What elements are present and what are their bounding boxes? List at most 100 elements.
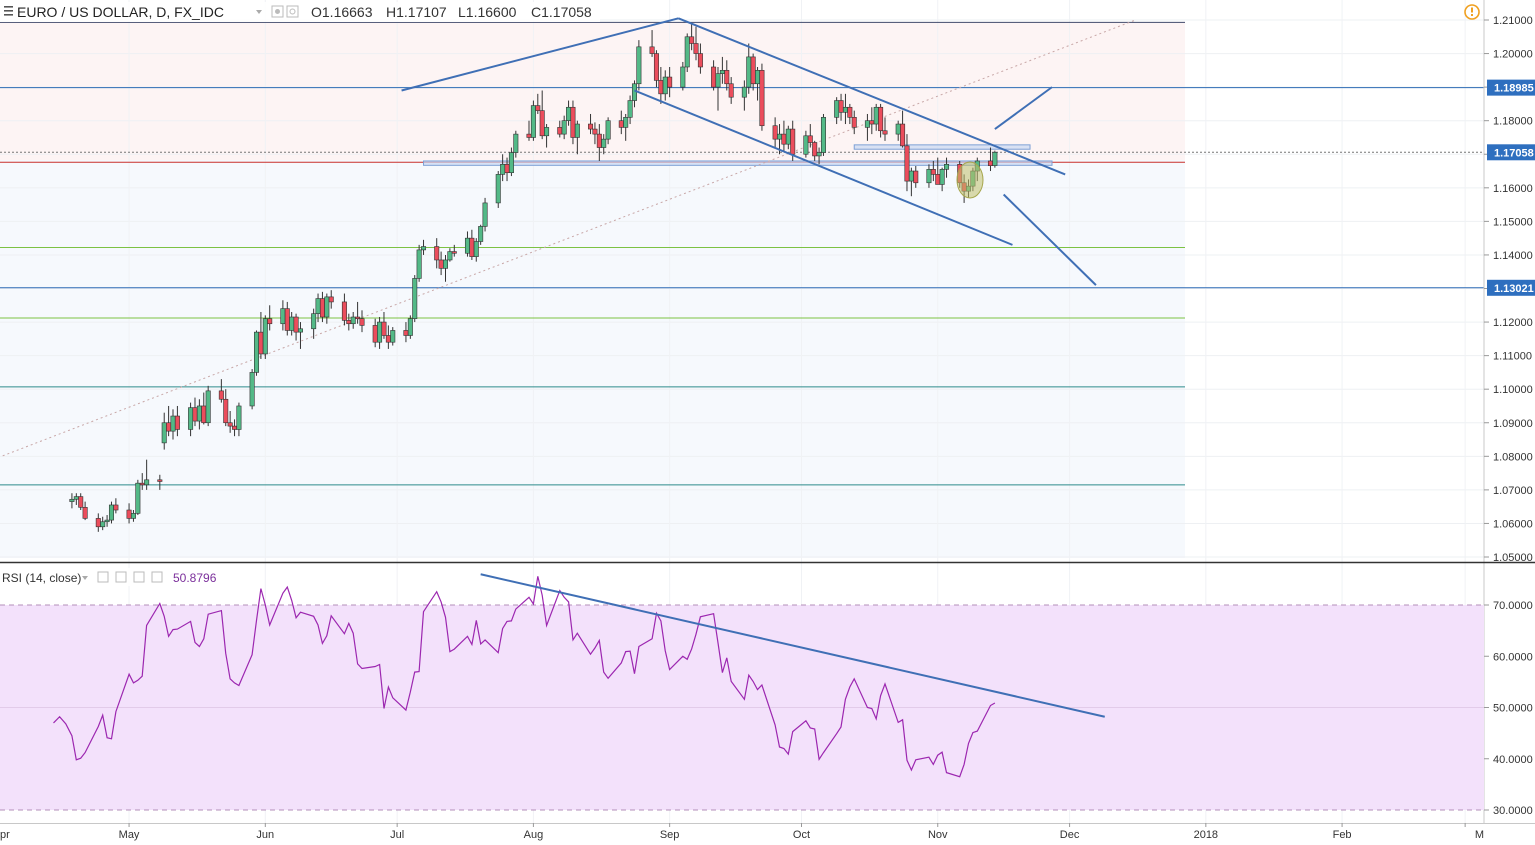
candle-body <box>232 425 238 430</box>
candle-body <box>350 316 356 325</box>
candle-body <box>161 422 167 444</box>
candle-body <box>319 298 325 318</box>
candle-body <box>280 308 286 325</box>
candle <box>473 238 479 262</box>
price-label: 1.18985 <box>1487 79 1535 96</box>
candle <box>728 77 734 104</box>
candle-body <box>820 117 826 153</box>
candle-body <box>530 105 536 138</box>
candle-body <box>596 133 602 148</box>
time-axis-label: Oct <box>793 829 810 841</box>
rsi-plus-icon[interactable] <box>133 571 145 583</box>
candle <box>100 516 106 531</box>
candle-body <box>139 482 145 486</box>
candle-body <box>570 106 576 138</box>
candle <box>513 130 519 158</box>
gear-icon[interactable] <box>286 5 299 18</box>
candle <box>851 110 857 135</box>
candle-body <box>464 237 470 254</box>
candle <box>144 459 150 490</box>
price-axis-ticks: 1.210001.200001.190001.180001.170001.160… <box>1484 15 1533 564</box>
candle <box>447 248 453 262</box>
candle-body <box>566 106 572 121</box>
price-tick-label: 1.14000 <box>1493 250 1533 262</box>
rsi-gear-icon[interactable] <box>115 571 127 583</box>
candle-body <box>539 110 545 137</box>
time-axis-label: May <box>119 829 140 841</box>
candle <box>680 61 686 91</box>
symbol-title[interactable]: EURO / US DOLLAR, D, FX_IDC <box>17 4 224 20</box>
candle-body <box>636 46 642 85</box>
candle-body <box>838 100 844 113</box>
candle-body <box>95 518 101 528</box>
trend-line <box>401 17 679 92</box>
rsi-label[interactable]: RSI (14, close) <box>2 571 81 585</box>
candle-body <box>601 138 607 148</box>
candle-body <box>785 128 791 145</box>
candle-body <box>254 331 260 373</box>
candle <box>267 305 273 331</box>
warning-icon[interactable] <box>1464 4 1480 20</box>
candle <box>561 115 567 140</box>
candle-body <box>201 405 207 424</box>
rsi-chevron-down-icon[interactable] <box>82 576 88 580</box>
time-axis-label: Jun <box>256 829 274 841</box>
candle-body <box>944 164 950 170</box>
candle <box>570 100 576 145</box>
candle <box>926 164 932 188</box>
candle-body <box>73 496 79 500</box>
candle <box>328 290 334 309</box>
candle <box>847 103 853 125</box>
candle-body <box>658 80 664 95</box>
eye-icon[interactable] <box>271 5 284 18</box>
time-axis-label: Sep <box>660 829 680 841</box>
rsi-eye-icon[interactable] <box>97 571 109 583</box>
time-axis-label: Dec <box>1060 829 1080 841</box>
candle-body <box>377 321 383 343</box>
candle <box>913 165 919 188</box>
candle-body <box>904 145 910 182</box>
candle-body <box>627 100 633 118</box>
candle-body <box>218 390 224 400</box>
candle <box>636 40 642 91</box>
candle-body <box>689 36 695 44</box>
candle-body <box>653 53 659 81</box>
candle-body <box>113 504 119 511</box>
candle-body <box>416 249 422 279</box>
price-tick-label: 1.09000 <box>1493 418 1533 430</box>
rsi-close-icon[interactable] <box>151 571 163 583</box>
candle <box>157 474 163 490</box>
trend-line <box>678 17 1066 176</box>
price-label-text: 1.13021 <box>1494 283 1534 295</box>
legend-bg <box>0 2 600 22</box>
candle <box>478 224 484 245</box>
price-label: 1.13021 <box>1487 279 1535 296</box>
candle <box>741 80 747 111</box>
rsi-trendline <box>480 573 1105 718</box>
candle <box>407 315 413 339</box>
trend-line <box>1002 193 1097 286</box>
candle-body <box>126 509 132 519</box>
menu-icon[interactable] <box>4 6 13 16</box>
candle-body <box>513 133 519 153</box>
candle <box>412 275 418 323</box>
candle <box>605 117 611 145</box>
trendlines <box>401 17 1097 286</box>
candle <box>653 50 659 88</box>
rsi-trend-line <box>480 573 1105 718</box>
candle-body <box>311 313 317 330</box>
candle-body <box>557 127 563 135</box>
candle <box>350 311 356 329</box>
candle <box>878 103 884 138</box>
candle <box>992 150 998 168</box>
candle-body <box>434 246 440 261</box>
candle <box>530 100 536 141</box>
candle-body <box>878 106 884 132</box>
candle-body <box>170 415 176 432</box>
candle <box>381 311 387 339</box>
candle-body <box>82 507 88 519</box>
candle-body <box>930 169 936 175</box>
chevron-down-icon[interactable] <box>256 10 262 14</box>
candle <box>341 293 347 326</box>
